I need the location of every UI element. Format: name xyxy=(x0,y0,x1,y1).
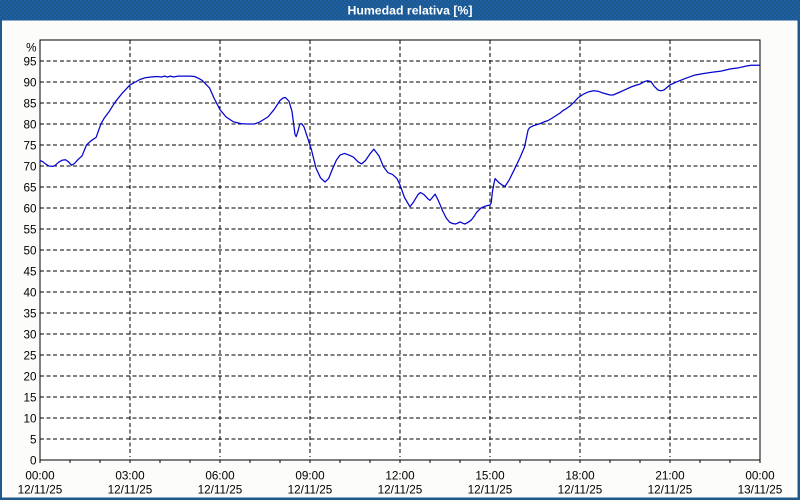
svg-text:12/11/25: 12/11/25 xyxy=(18,483,63,496)
svg-text:12/11/25: 12/11/25 xyxy=(648,483,693,496)
svg-text:15: 15 xyxy=(23,392,37,405)
svg-text:00:00: 00:00 xyxy=(25,469,55,482)
svg-text:12/11/25: 12/11/25 xyxy=(198,483,243,496)
svg-text:12:00: 12:00 xyxy=(385,469,415,482)
svg-text:0: 0 xyxy=(30,455,37,468)
svg-text:12/11/25: 12/11/25 xyxy=(378,483,423,496)
svg-text:%: % xyxy=(26,42,36,55)
svg-text:40: 40 xyxy=(23,287,37,300)
svg-text:09:00: 09:00 xyxy=(295,469,325,482)
svg-text:70: 70 xyxy=(23,161,37,174)
svg-text:5: 5 xyxy=(30,434,37,447)
svg-text:90: 90 xyxy=(23,77,37,90)
svg-text:15:00: 15:00 xyxy=(475,469,505,482)
svg-text:60: 60 xyxy=(23,203,37,216)
svg-text:55: 55 xyxy=(23,224,37,237)
svg-text:85: 85 xyxy=(23,98,37,111)
svg-text:45: 45 xyxy=(23,266,37,279)
svg-text:20: 20 xyxy=(23,371,37,384)
svg-text:18:00: 18:00 xyxy=(565,469,595,482)
svg-text:95: 95 xyxy=(23,56,37,69)
svg-text:13/11/25: 13/11/25 xyxy=(738,483,783,496)
svg-text:30: 30 xyxy=(23,329,37,342)
svg-text:80: 80 xyxy=(23,119,37,132)
svg-text:21:00: 21:00 xyxy=(655,469,685,482)
svg-text:12/11/25: 12/11/25 xyxy=(558,483,603,496)
svg-text:06:00: 06:00 xyxy=(205,469,235,482)
svg-text:12/11/25: 12/11/25 xyxy=(108,483,153,496)
svg-text:00:00: 00:00 xyxy=(745,469,775,482)
svg-text:03:00: 03:00 xyxy=(115,469,145,482)
svg-text:75: 75 xyxy=(23,140,37,153)
svg-text:35: 35 xyxy=(23,308,37,321)
svg-text:Humedad relativa [%]: Humedad relativa [%] xyxy=(347,4,472,18)
svg-text:50: 50 xyxy=(23,245,37,258)
svg-text:10: 10 xyxy=(23,413,37,426)
svg-text:12/11/25: 12/11/25 xyxy=(288,483,333,496)
svg-text:25: 25 xyxy=(23,350,37,363)
svg-text:65: 65 xyxy=(23,182,37,195)
svg-text:12/11/25: 12/11/25 xyxy=(468,483,513,496)
